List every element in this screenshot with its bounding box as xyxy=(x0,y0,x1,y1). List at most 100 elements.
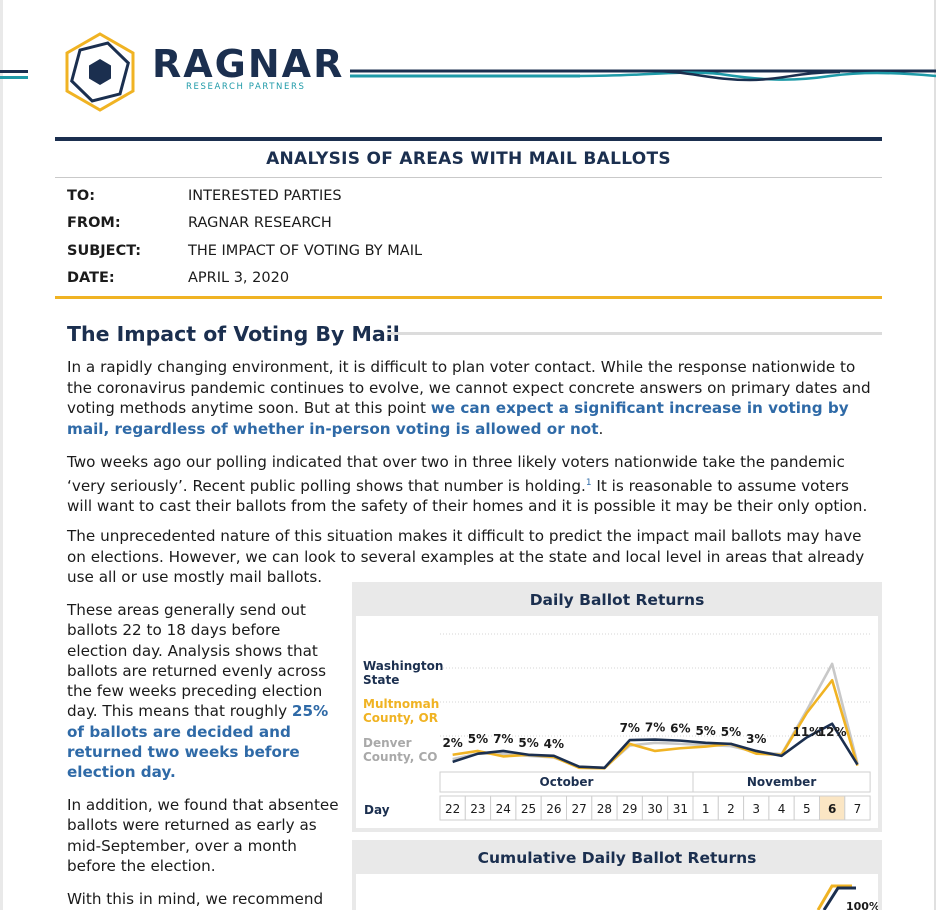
tick-label: 7 xyxy=(854,802,862,816)
cumulative-chart-preview: 100% xyxy=(816,884,878,910)
day-cell xyxy=(844,795,871,821)
tick-label: 27 xyxy=(572,802,587,816)
legend-label: Denver County, CO xyxy=(363,736,438,764)
memo-key: DATE: xyxy=(67,270,115,286)
day-cell xyxy=(667,795,694,821)
axis-label: Day xyxy=(364,803,390,817)
data-label: 11% xyxy=(792,725,821,739)
day-cell xyxy=(490,795,517,821)
cumulative-line-gold xyxy=(816,884,852,910)
section-heading: The Impact of Voting By Mail xyxy=(67,322,400,346)
tick-label: 29 xyxy=(622,802,637,816)
memo-key: FROM: xyxy=(67,215,121,231)
day-cell xyxy=(768,795,795,821)
data-label: 7% xyxy=(645,721,665,735)
day-cell xyxy=(616,795,643,821)
column-paragraph-1: These areas generally send out ballots 2… xyxy=(67,600,342,783)
month-label: November xyxy=(747,775,816,789)
data-label: 3% xyxy=(746,732,766,746)
tick-label: 25 xyxy=(521,802,536,816)
highlighted-text: 25% of ballots are decided and returned … xyxy=(67,702,329,782)
memo-value: RAGNAR RESEARCH xyxy=(188,215,332,231)
day-cell xyxy=(793,795,821,821)
day-cell xyxy=(591,795,618,821)
memo-top-rule xyxy=(55,137,882,141)
memo-title: ANALYSIS OF AREAS WITH MAIL BALLOTS xyxy=(266,149,671,169)
chart-panel-daily: Daily Ballot Returns xyxy=(352,582,882,832)
chart-panel-cumulative: Cumulative Daily Ballot Returns xyxy=(352,840,882,910)
series-line xyxy=(452,722,859,770)
paragraph-3: The unprecedented nature of this situati… xyxy=(67,527,865,586)
data-label: 12% xyxy=(818,725,847,739)
tick-label: 5 xyxy=(803,802,811,816)
data-label: 6% xyxy=(670,722,690,736)
legend-multnomah: Multnomah County, OR xyxy=(363,697,443,725)
memo-title-divider xyxy=(55,177,882,178)
paragraph-text: Two weeks ago our polling indicated that… xyxy=(67,453,845,495)
brand-subtitle: RESEARCH PARTNERS xyxy=(186,82,306,92)
paragraph-text: These areas generally send out ballots 2… xyxy=(67,601,327,721)
series-line xyxy=(452,678,859,770)
column-paragraph-2: In addition, we found that absentee ball… xyxy=(67,796,339,875)
paragraph-text: In a rapidly changing environment, it is… xyxy=(67,358,871,417)
legend-label: Washington State xyxy=(363,659,444,687)
tick-label: 23 xyxy=(470,802,485,816)
data-label: 4% xyxy=(544,737,564,751)
day-cell xyxy=(464,795,492,821)
legend-washington: Washington State xyxy=(363,659,443,687)
paragraph-2: Two weeks ago our polling indicated that… xyxy=(67,452,877,517)
data-label: 2% xyxy=(442,736,462,750)
page-border-left xyxy=(0,0,3,910)
tick-label: 1 xyxy=(702,802,710,816)
chart-area xyxy=(356,874,878,910)
data-label: 5% xyxy=(721,725,741,739)
tick-label: 31 xyxy=(673,802,688,816)
tick-label: 24 xyxy=(496,802,511,816)
chart-area xyxy=(356,616,878,828)
data-label: 7% xyxy=(620,721,640,735)
highlighted-text: we can expect a significant increase in … xyxy=(67,399,849,438)
data-label: 7% xyxy=(493,732,513,746)
cumulative-label: 100% xyxy=(846,900,878,910)
legend-label: Multnomah County, OR xyxy=(363,697,440,725)
header-line-left-teal xyxy=(0,76,28,79)
cumulative-line-navy xyxy=(822,886,856,910)
tick-label: 6 xyxy=(828,802,836,816)
day-cell xyxy=(439,795,466,821)
memo-key: SUBJECT: xyxy=(67,243,142,259)
brand-name: RAGNAR xyxy=(152,42,345,86)
tick-label: 26 xyxy=(546,802,561,816)
month-header-cell xyxy=(692,771,871,793)
tick-label: 4 xyxy=(778,802,786,816)
data-label: 5% xyxy=(695,724,715,738)
column-paragraph-3: With this in mind, we recommend xyxy=(67,890,324,908)
legend-denver: Denver County, CO xyxy=(363,736,443,764)
tick-label: 22 xyxy=(445,802,460,816)
footnote-link[interactable]: 1 xyxy=(585,477,592,488)
memo-value: INTERESTED PARTIES xyxy=(188,188,342,204)
chart-title: Cumulative Daily Ballot Returns xyxy=(477,849,757,867)
data-label: 5% xyxy=(468,732,488,746)
tick-label: 2 xyxy=(727,802,735,816)
tick-label: 28 xyxy=(597,802,612,816)
memo-value: APRIL 3, 2020 xyxy=(188,270,290,286)
ragnar-hexagon-logo xyxy=(65,32,135,112)
section-heading-rule xyxy=(387,332,882,335)
day-cell xyxy=(692,795,719,821)
header-wave-lines xyxy=(350,69,936,82)
month-label: October xyxy=(540,775,594,789)
memo-key: TO: xyxy=(67,188,96,204)
tick-label: 30 xyxy=(647,802,662,816)
data-label: 5% xyxy=(518,736,538,750)
paragraph-text: . xyxy=(598,419,604,438)
page-border-right xyxy=(934,0,936,910)
memo-value: THE IMPACT OF VOTING BY MAIL xyxy=(188,243,423,259)
header-line-left xyxy=(0,70,28,73)
paragraph-1: In a rapidly changing environment, it is… xyxy=(67,357,877,439)
memo-bottom-rule xyxy=(55,296,882,299)
day-cell xyxy=(641,795,669,821)
day-cell xyxy=(515,795,542,821)
daily-ballot-returns-chart: 2% 5% 7% 5% 4% 7% 7% 6% 5% 5% 3% 11%12% October Novem… xyxy=(364,633,871,821)
chart-title: Daily Ballot Returns xyxy=(529,591,705,609)
day-cell xyxy=(566,795,593,821)
